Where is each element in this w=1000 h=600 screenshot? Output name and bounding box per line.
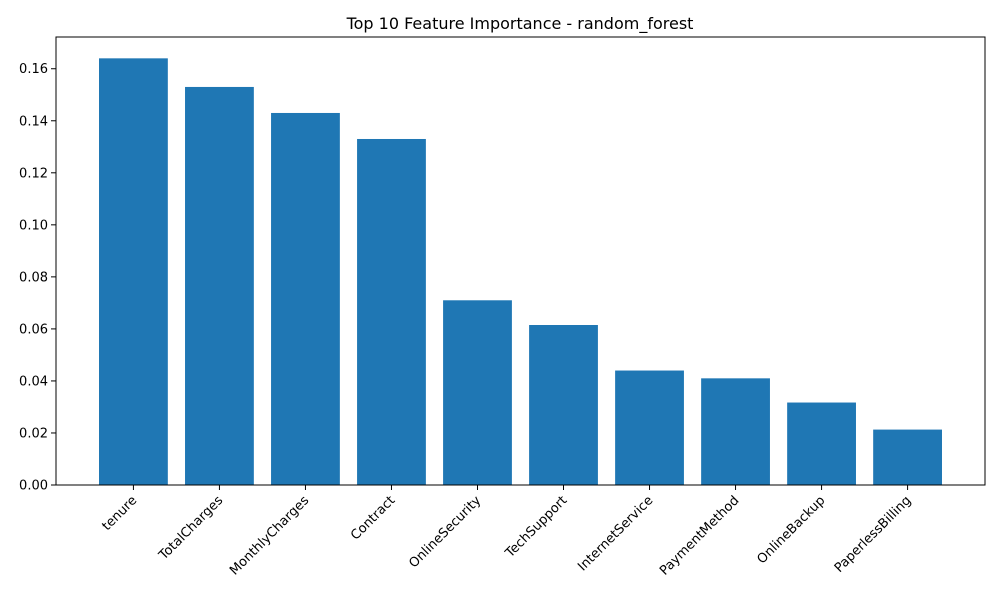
chart-title: Top 10 Feature Importance - random_fores… [346,14,694,34]
bar-Contract [357,138,426,485]
y-tick-label: 0.04 [19,374,48,389]
bar-OnlineBackup [787,402,856,485]
bar-MonthlyCharges [271,112,340,486]
plot-frame [55,36,986,486]
bars-layer [99,58,942,486]
y-tick-label: 0.14 [19,114,48,129]
bar-OnlineSecurity [443,300,512,485]
bar-InternetService [615,370,684,485]
y-tick-label: 0.16 [19,62,48,77]
bar-PaymentMethod [701,378,770,485]
y-tick-label: 0.08 [19,270,48,285]
y-axis: 0.00 0.02 0.04 0.06 0.08 0.10 0.12 0.14 0.16 [19,62,56,494]
bar-TotalCharges [185,86,254,485]
y-tick-label: 0.00 [19,479,48,494]
y-tick-label: 0.10 [19,218,48,233]
bar-tenure [99,58,168,485]
y-tick-label: 0.06 [19,322,48,337]
bar-TechSupport [529,325,598,485]
y-tick-label: 0.12 [19,166,48,181]
bar-PaperlessBilling [873,429,942,485]
y-tick-label: 0.02 [19,426,48,441]
